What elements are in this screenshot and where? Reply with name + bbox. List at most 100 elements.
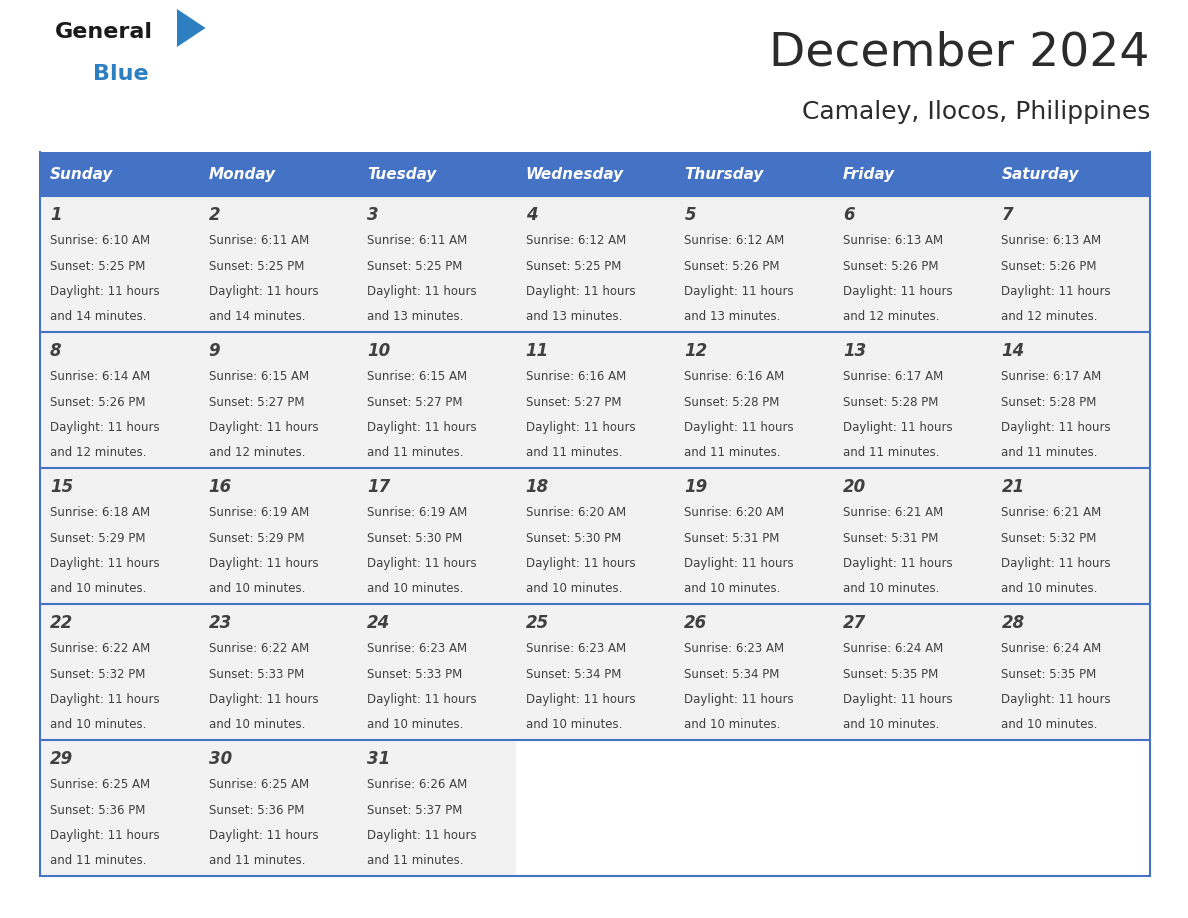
Bar — [675, 332, 833, 468]
Text: and 12 minutes.: and 12 minutes. — [50, 446, 146, 460]
Text: Sunrise: 6:22 AM: Sunrise: 6:22 AM — [50, 642, 150, 655]
Text: Sunset: 5:26 PM: Sunset: 5:26 PM — [684, 260, 779, 273]
Text: Sunset: 5:32 PM: Sunset: 5:32 PM — [1001, 532, 1097, 544]
Text: Daylight: 11 hours: Daylight: 11 hours — [209, 693, 318, 706]
Bar — [833, 152, 992, 196]
Text: Daylight: 11 hours: Daylight: 11 hours — [50, 285, 159, 298]
Text: Sunset: 5:29 PM: Sunset: 5:29 PM — [209, 532, 304, 544]
Text: Tuesday: Tuesday — [367, 166, 436, 182]
Text: 12: 12 — [684, 342, 708, 360]
Bar — [833, 196, 992, 332]
Bar — [992, 332, 1150, 468]
Text: 7: 7 — [1001, 206, 1013, 224]
Bar — [992, 468, 1150, 604]
Text: 21: 21 — [1001, 478, 1025, 496]
Text: Sunset: 5:26 PM: Sunset: 5:26 PM — [842, 260, 939, 273]
Text: and 10 minutes.: and 10 minutes. — [842, 719, 940, 732]
Text: 19: 19 — [684, 478, 708, 496]
Bar — [516, 196, 675, 332]
Text: Sunrise: 6:15 AM: Sunrise: 6:15 AM — [209, 370, 309, 383]
Text: 6: 6 — [842, 206, 854, 224]
Text: 17: 17 — [367, 478, 391, 496]
Text: Daylight: 11 hours: Daylight: 11 hours — [50, 421, 159, 434]
Bar — [40, 468, 198, 604]
Bar — [675, 468, 833, 604]
Bar — [992, 740, 1150, 876]
Text: and 11 minutes.: and 11 minutes. — [526, 446, 623, 460]
Bar — [358, 468, 516, 604]
Text: Daylight: 11 hours: Daylight: 11 hours — [684, 285, 794, 298]
Text: Sunrise: 6:19 AM: Sunrise: 6:19 AM — [367, 506, 467, 519]
Text: Daylight: 11 hours: Daylight: 11 hours — [50, 693, 159, 706]
Text: 10: 10 — [367, 342, 391, 360]
Text: Sunset: 5:28 PM: Sunset: 5:28 PM — [684, 396, 779, 409]
Bar — [358, 740, 516, 876]
Text: 16: 16 — [209, 478, 232, 496]
Text: Sunrise: 6:15 AM: Sunrise: 6:15 AM — [367, 370, 467, 383]
Bar — [40, 152, 198, 196]
Text: 4: 4 — [526, 206, 537, 224]
Bar — [992, 196, 1150, 332]
Text: 1: 1 — [50, 206, 62, 224]
Text: Sunset: 5:28 PM: Sunset: 5:28 PM — [842, 396, 939, 409]
Text: Sunrise: 6:10 AM: Sunrise: 6:10 AM — [50, 234, 150, 247]
Text: Sunrise: 6:23 AM: Sunrise: 6:23 AM — [367, 642, 467, 655]
Bar — [198, 740, 358, 876]
Bar — [675, 152, 833, 196]
Text: and 10 minutes.: and 10 minutes. — [367, 719, 463, 732]
Text: Sunrise: 6:14 AM: Sunrise: 6:14 AM — [50, 370, 150, 383]
Text: Sunrise: 6:16 AM: Sunrise: 6:16 AM — [526, 370, 626, 383]
Text: and 11 minutes.: and 11 minutes. — [209, 855, 305, 868]
Text: 26: 26 — [684, 614, 708, 632]
Text: Daylight: 11 hours: Daylight: 11 hours — [684, 421, 794, 434]
Text: Camaley, Ilocos, Philippines: Camaley, Ilocos, Philippines — [802, 100, 1150, 124]
Text: Sunset: 5:36 PM: Sunset: 5:36 PM — [209, 803, 304, 816]
Text: and 10 minutes.: and 10 minutes. — [50, 583, 146, 596]
Text: Sunset: 5:36 PM: Sunset: 5:36 PM — [50, 803, 145, 816]
Text: and 10 minutes.: and 10 minutes. — [367, 583, 463, 596]
Bar — [198, 152, 358, 196]
Text: Daylight: 11 hours: Daylight: 11 hours — [209, 557, 318, 570]
Text: Daylight: 11 hours: Daylight: 11 hours — [367, 557, 476, 570]
Text: 13: 13 — [842, 342, 866, 360]
Text: Daylight: 11 hours: Daylight: 11 hours — [367, 285, 476, 298]
Text: 3: 3 — [367, 206, 379, 224]
Bar — [675, 604, 833, 740]
Text: Sunday: Sunday — [50, 166, 113, 182]
Text: and 12 minutes.: and 12 minutes. — [842, 310, 940, 323]
Text: Daylight: 11 hours: Daylight: 11 hours — [1001, 557, 1111, 570]
Text: Sunset: 5:25 PM: Sunset: 5:25 PM — [209, 260, 304, 273]
Text: Daylight: 11 hours: Daylight: 11 hours — [209, 421, 318, 434]
Text: Sunset: 5:25 PM: Sunset: 5:25 PM — [50, 260, 145, 273]
Text: Saturday: Saturday — [1001, 166, 1079, 182]
Text: Sunrise: 6:26 AM: Sunrise: 6:26 AM — [367, 778, 467, 791]
Text: December 2024: December 2024 — [770, 30, 1150, 75]
Text: Sunset: 5:33 PM: Sunset: 5:33 PM — [367, 667, 462, 680]
Bar — [675, 740, 833, 876]
Text: Sunrise: 6:16 AM: Sunrise: 6:16 AM — [684, 370, 784, 383]
Text: Sunset: 5:30 PM: Sunset: 5:30 PM — [526, 532, 621, 544]
Text: Sunrise: 6:25 AM: Sunrise: 6:25 AM — [209, 778, 309, 791]
Bar — [358, 604, 516, 740]
Text: Daylight: 11 hours: Daylight: 11 hours — [209, 829, 318, 842]
Bar — [198, 604, 358, 740]
Text: 20: 20 — [842, 478, 866, 496]
Text: 8: 8 — [50, 342, 62, 360]
Text: and 11 minutes.: and 11 minutes. — [367, 855, 463, 868]
Text: and 14 minutes.: and 14 minutes. — [50, 310, 146, 323]
Text: Sunrise: 6:21 AM: Sunrise: 6:21 AM — [842, 506, 943, 519]
Text: and 10 minutes.: and 10 minutes. — [1001, 583, 1098, 596]
Text: Sunset: 5:34 PM: Sunset: 5:34 PM — [526, 667, 621, 680]
Text: Blue: Blue — [93, 64, 148, 84]
Text: Sunrise: 6:18 AM: Sunrise: 6:18 AM — [50, 506, 150, 519]
Text: Sunrise: 6:17 AM: Sunrise: 6:17 AM — [842, 370, 943, 383]
Text: and 10 minutes.: and 10 minutes. — [526, 583, 623, 596]
Bar — [992, 604, 1150, 740]
Text: 5: 5 — [684, 206, 696, 224]
Text: Daylight: 11 hours: Daylight: 11 hours — [842, 693, 953, 706]
Text: 9: 9 — [209, 342, 220, 360]
Text: and 10 minutes.: and 10 minutes. — [526, 719, 623, 732]
Bar — [516, 740, 675, 876]
Text: Sunset: 5:34 PM: Sunset: 5:34 PM — [684, 667, 779, 680]
Bar — [675, 196, 833, 332]
